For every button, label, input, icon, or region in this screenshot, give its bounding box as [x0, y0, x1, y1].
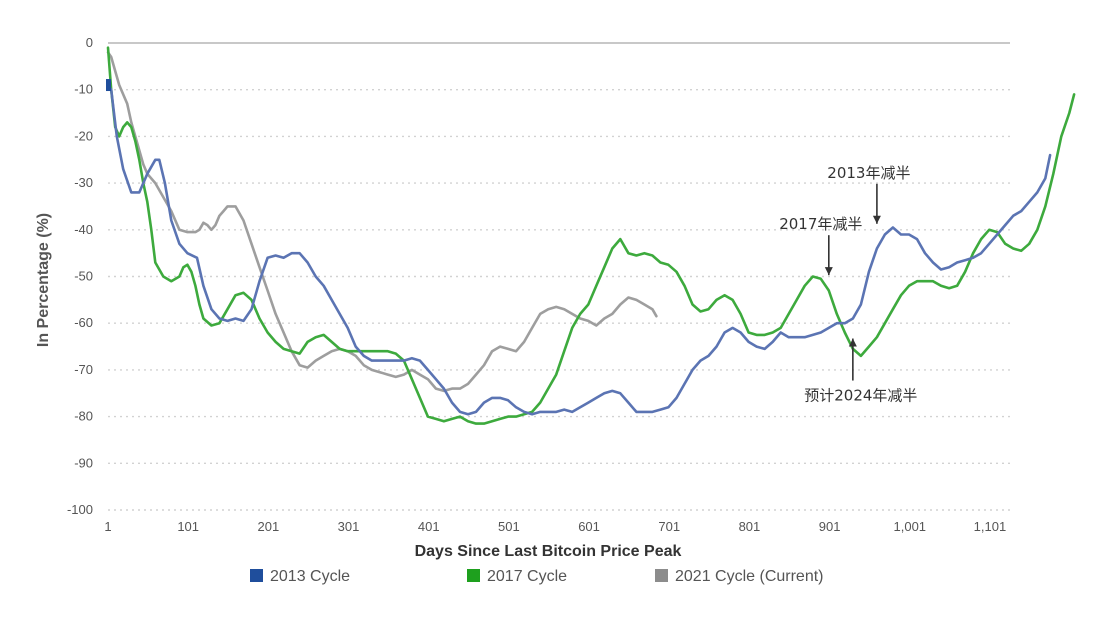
- series-line: [106, 46, 1076, 425]
- x-tick-label: 601: [578, 519, 600, 534]
- y-tick-label: -40: [74, 222, 93, 237]
- x-tick-label: 201: [258, 519, 280, 534]
- legend-label: 2021 Cycle (Current): [675, 568, 824, 585]
- annotation-arrowhead: [848, 338, 857, 347]
- x-tick-label: 401: [418, 519, 440, 534]
- y-tick-label: -70: [74, 362, 93, 377]
- x-tick-label: 101: [177, 519, 199, 534]
- series-line: [106, 51, 658, 393]
- legend-swatch: [467, 569, 480, 582]
- annotation-label: 2013年减半: [827, 164, 910, 182]
- y-tick-label: -20: [74, 128, 93, 143]
- annotation-arrowhead: [872, 215, 881, 224]
- series-line: [106, 83, 1052, 416]
- legend-label: 2017 Cycle: [487, 568, 567, 585]
- y-tick-label: -80: [74, 409, 93, 424]
- grid: [108, 42, 1010, 511]
- series-lines: [106, 46, 1076, 425]
- annotation-label: 预计2024年减半: [804, 387, 917, 405]
- x-axis-ticks: 1 101 201 301 401 501 601 701 801 901 1,001 1,101: [104, 519, 1006, 534]
- x-tick-label: 1,001: [894, 519, 927, 534]
- y-axis-label: In Percentage (%): [35, 213, 52, 347]
- y-tick-label: -90: [74, 455, 93, 470]
- y-tick-label: -10: [74, 82, 93, 97]
- x-tick-label: 1: [104, 519, 111, 534]
- x-axis-label: Days Since Last Bitcoin Price Peak: [415, 543, 682, 560]
- series-start-marker: [106, 79, 111, 92]
- y-axis-ticks: 0 -10 -20 -30 -40 -50 -60 -70 -80 -90 -100: [67, 35, 93, 517]
- annotation-label: 2017年减半: [779, 215, 862, 233]
- y-tick-label: -30: [74, 175, 93, 190]
- x-tick-label: 701: [658, 519, 680, 534]
- legend: 2013 Cycle 2017 Cycle 2021 Cycle (Current): [250, 568, 824, 585]
- x-tick-label: 501: [498, 519, 520, 534]
- x-tick-label: 801: [739, 519, 761, 534]
- x-tick-label: 901: [819, 519, 841, 534]
- x-tick-label: 301: [338, 519, 360, 534]
- x-tick-label: 1,101: [974, 519, 1007, 534]
- legend-swatch: [250, 569, 263, 582]
- y-tick-label: -60: [74, 315, 93, 330]
- legend-swatch: [655, 569, 668, 582]
- y-tick-label: -100: [67, 502, 93, 517]
- y-tick-label: 0: [86, 35, 93, 50]
- legend-label: 2013 Cycle: [270, 568, 350, 585]
- y-tick-label: -50: [74, 269, 93, 284]
- annotation-arrowhead: [824, 267, 833, 276]
